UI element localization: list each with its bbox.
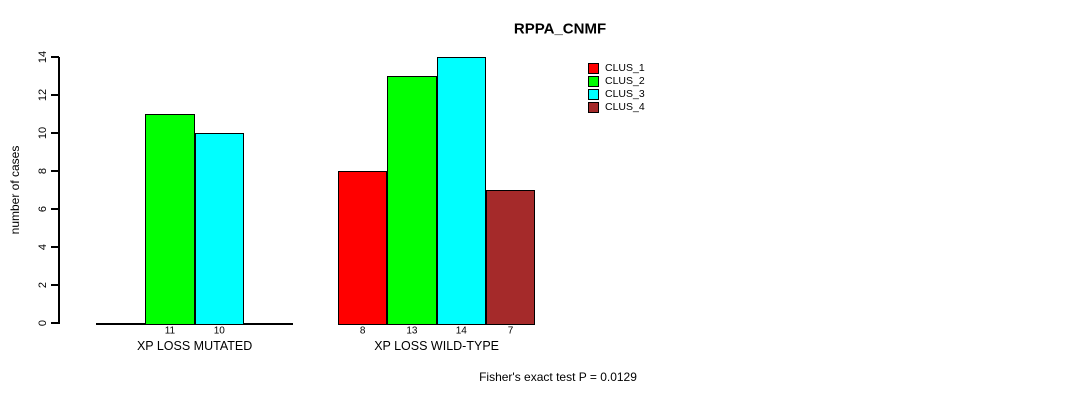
y-tick-mark — [51, 284, 59, 286]
y-tick-label: 12 — [37, 88, 49, 102]
y-tick-mark — [51, 170, 59, 172]
legend-swatch-clus_4 — [588, 102, 599, 113]
bar-value-label: 7 — [507, 325, 514, 337]
legend-row: CLUS_4 — [588, 101, 645, 114]
legend-swatch-clus_2 — [588, 76, 599, 87]
bar-value-label: 8 — [359, 325, 366, 337]
bar-clus_3-group1 — [194, 133, 244, 325]
bar-value-label: 13 — [406, 325, 418, 337]
y-tick-mark — [51, 208, 59, 210]
legend-label: CLUS_1 — [605, 62, 645, 74]
legend-swatch-clus_3 — [588, 89, 599, 100]
bar-value-label: 10 — [213, 325, 225, 337]
legend-label: CLUS_4 — [605, 101, 645, 113]
y-tick-mark — [51, 56, 59, 58]
bar-clus_2-group1 — [145, 114, 195, 325]
y-axis-label: number of cases — [8, 145, 22, 235]
legend-row: CLUS_2 — [588, 75, 645, 88]
y-tick-mark — [51, 322, 59, 324]
y-tick-mark — [51, 94, 59, 96]
bar-clus_4-group2 — [485, 190, 536, 325]
y-tick-label: 0 — [37, 319, 49, 327]
y-tick-mark — [51, 132, 59, 134]
y-tick-mark — [51, 246, 59, 248]
x-axis-category-label: XP LOSS WILD-TYPE — [374, 339, 499, 353]
y-tick-label: 4 — [37, 243, 49, 251]
y-tick-label: 8 — [37, 167, 49, 175]
y-tick-label: 6 — [37, 205, 49, 213]
bar-value-label: 11 — [164, 325, 176, 337]
bar-clus_2-group2 — [387, 76, 437, 325]
legend-row: CLUS_1 — [588, 62, 645, 75]
y-tick-label: 10 — [37, 126, 49, 140]
legend-swatch-clus_1 — [588, 63, 599, 74]
annotation-text: Fisher's exact test P = 0.0129 — [479, 370, 637, 384]
chart-title: RPPA_CNMF — [513, 20, 607, 38]
legend-label: CLUS_3 — [605, 88, 645, 100]
y-tick-label: 14 — [37, 50, 49, 64]
legend-label: CLUS_2 — [605, 75, 645, 87]
legend-row: CLUS_3 — [588, 88, 645, 101]
bar-value-label: 14 — [455, 325, 467, 337]
y-axis-line — [58, 57, 60, 324]
x-axis-category-label: XP LOSS MUTATED — [136, 339, 253, 353]
legend: CLUS_1 CLUS_2 CLUS_3 CLUS_4 — [588, 62, 645, 114]
bar-clus_1-group2 — [338, 171, 388, 325]
bar-clus_3-group2 — [436, 57, 486, 325]
y-tick-label: 2 — [37, 281, 49, 289]
